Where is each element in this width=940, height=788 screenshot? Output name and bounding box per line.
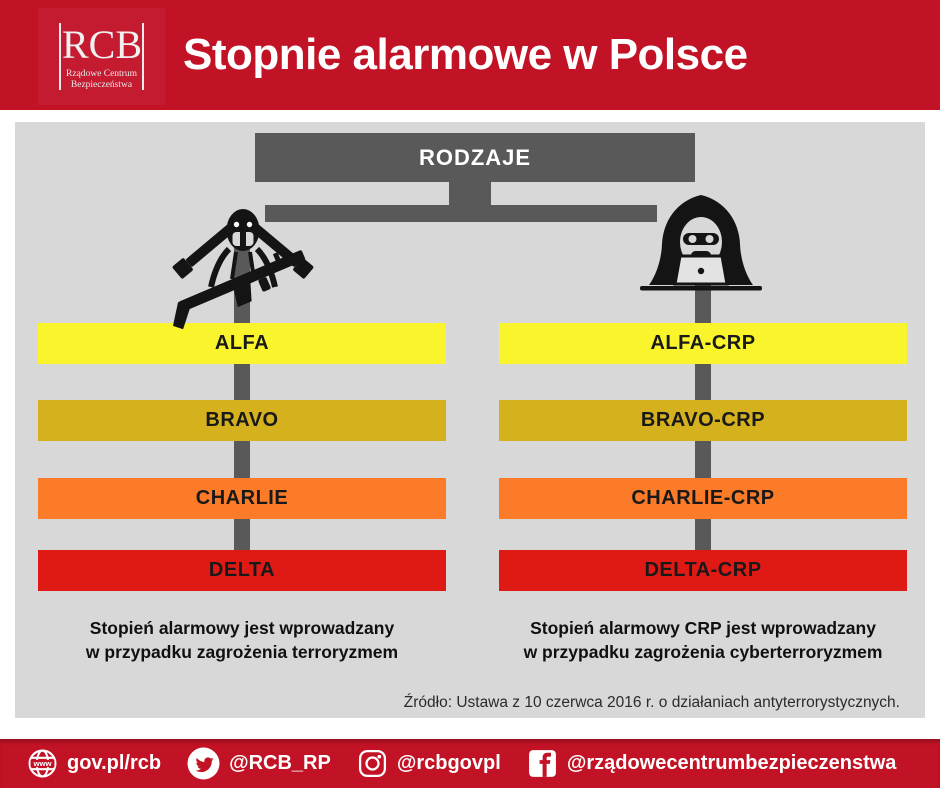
hacker-icon — [636, 192, 766, 304]
page-title: Stopnie alarmowe w Polsce — [183, 30, 748, 79]
facebook-icon — [527, 748, 558, 779]
level-bar-bravo: BRAVO — [38, 400, 446, 441]
caption-cyberterrorism-line1: Stopień alarmowy CRP jest wprowadzany — [530, 618, 876, 638]
rcb-logo: RCB Rządowe Centrum Bezpieczeństwa — [38, 8, 165, 105]
footer-link-twitter[interactable]: @RCB_RP — [187, 747, 331, 780]
caption-terrorism: Stopień alarmowy jest wprowadzany w przy… — [38, 616, 446, 664]
footer-link-instagram[interactable]: @rcbgovpl — [357, 748, 501, 779]
footer-link-label: @RCB_RP — [229, 752, 331, 774]
logo-rule-left — [59, 23, 61, 90]
twitter-icon — [187, 747, 220, 780]
footer-link-facebook[interactable]: @rządowecentrumbezpieczenstwa — [527, 748, 897, 779]
level-bar-charlie: CHARLIE — [38, 478, 446, 519]
header-band: RCB Rządowe Centrum Bezpieczeństwa Stopn… — [0, 0, 940, 110]
globe-icon: www — [27, 748, 58, 779]
footer-link-label: @rządowecentrumbezpieczenstwa — [566, 752, 897, 774]
level-bar-alfa: ALFA — [38, 323, 446, 364]
caption-cyberterrorism-line2: w przypadku zagrożenia cyberterroryzmem — [523, 642, 883, 662]
connector-horizontal-bar — [265, 205, 657, 222]
logo-org-name: Rządowe Centrum Bezpieczeństwa — [38, 69, 165, 91]
footer-link-label: @rcbgovpl — [396, 752, 501, 774]
caption-cyberterrorism: Stopień alarmowy CRP jest wprowadzany w … — [499, 616, 907, 664]
logo-org-line2: Bezpieczeństwa — [70, 80, 133, 90]
connector-stem-center — [449, 180, 491, 207]
logo-acronym: RCB — [62, 22, 143, 67]
svg-text:www: www — [32, 759, 52, 768]
connector-stem-right — [695, 221, 711, 556]
level-bar-delta: DELTA — [38, 550, 446, 591]
level-bar-delta-crp: DELTA-CRP — [499, 550, 907, 591]
footer-band: www gov.pl/rcb @RCB_RP @r — [0, 739, 940, 788]
root-node: RODZAJE — [255, 133, 695, 182]
level-bar-charlie-crp: CHARLIE-CRP — [499, 478, 907, 519]
footer-link-govpl[interactable]: www gov.pl/rcb — [27, 748, 161, 779]
caption-terrorism-line1: Stopień alarmowy jest wprowadzany — [89, 618, 395, 638]
source-note: Źródło: Ustawa z 10 czerwca 2016 r. o dz… — [403, 694, 900, 711]
caption-terrorism-line2: w przypadku zagrożenia terroryzmem — [85, 642, 399, 662]
level-bar-bravo-crp: BRAVO-CRP — [499, 400, 907, 441]
logo-rule-right — [142, 23, 144, 90]
level-bar-alfa-crp: ALFA-CRP — [499, 323, 907, 364]
terrorist-icon — [172, 207, 314, 330]
instagram-icon — [357, 748, 388, 779]
logo-org-line1: Rządowe Centrum — [66, 69, 137, 79]
footer-link-label: gov.pl/rcb — [67, 752, 162, 774]
